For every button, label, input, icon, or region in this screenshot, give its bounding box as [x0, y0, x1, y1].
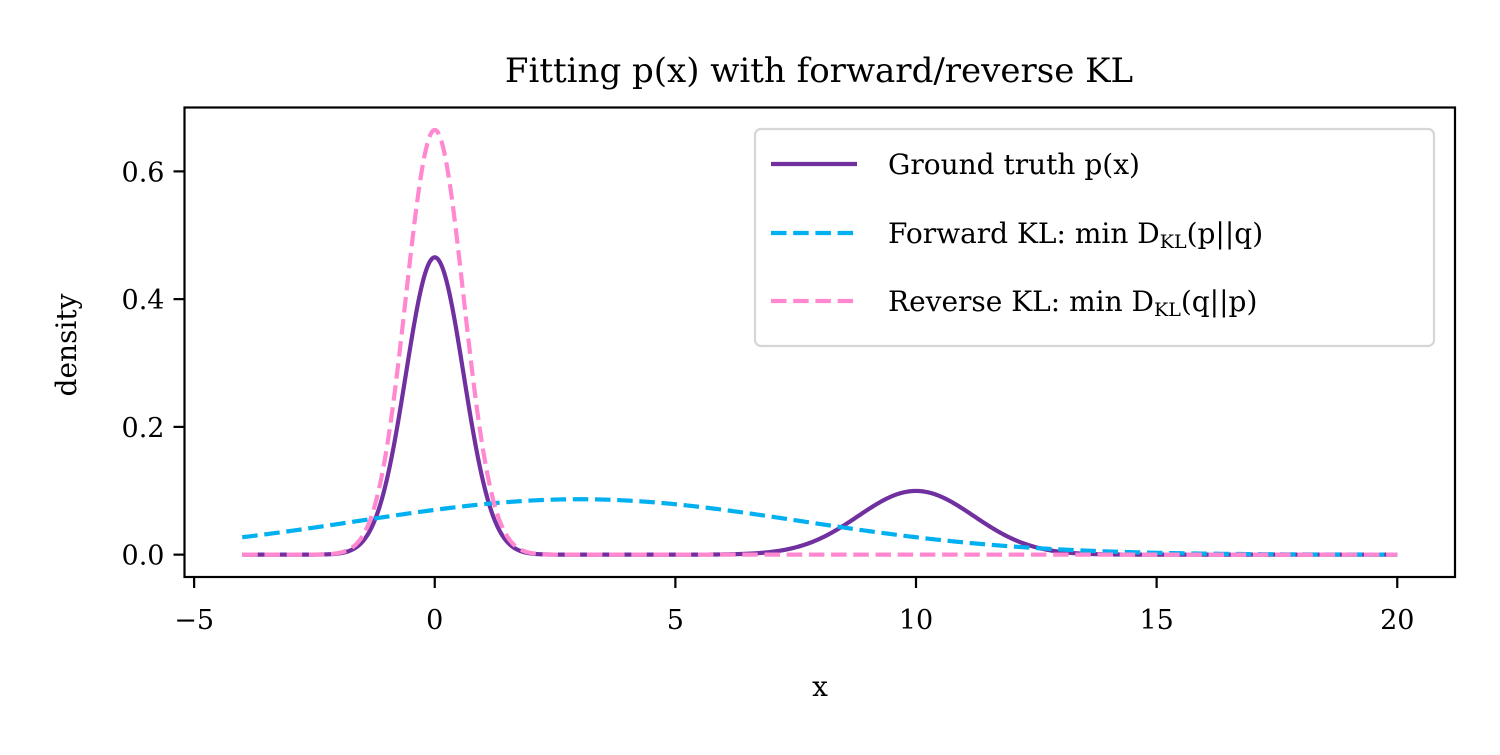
y-tick-label: 0.0: [122, 541, 165, 572]
legend-label-1: Forward KL: min DKL(p||q): [888, 217, 1263, 253]
x-tick-label: 5: [667, 605, 684, 636]
series-line-1: [241, 497, 1399, 557]
x-axis-ticks: −5 0 5 10 15 20: [174, 577, 1414, 636]
y-tick-label: 0.2: [122, 413, 165, 444]
series-line-2: [241, 127, 1399, 557]
x-tick-label: 15: [1139, 605, 1173, 636]
y-tick-label: 0.4: [122, 285, 165, 316]
legend-label-2: Reverse KL: min DKL(q||p): [888, 285, 1257, 321]
chart-title: Fitting p(x) with forward/reverse KL: [505, 51, 1133, 91]
curves-layer: [241, 127, 1399, 557]
legend-box: [753, 127, 1436, 348]
legend: Ground truth p(x) Forward KL: min DKL(p||…: [753, 127, 1436, 348]
legend-label-0: Ground truth p(x): [888, 148, 1140, 181]
y-tick-label: 0.6: [122, 157, 165, 188]
x-tick-label: −5: [174, 605, 214, 636]
x-axis-label: x: [812, 670, 828, 703]
x-tick-label: 20: [1380, 605, 1414, 636]
x-tick-label: 10: [899, 605, 933, 636]
y-axis-label: density: [50, 293, 83, 396]
plot-frame: [183, 106, 1457, 579]
x-tick-label: 0: [426, 605, 443, 636]
y-axis-ticks: 0.0 0.2 0.4 0.6: [122, 157, 185, 572]
